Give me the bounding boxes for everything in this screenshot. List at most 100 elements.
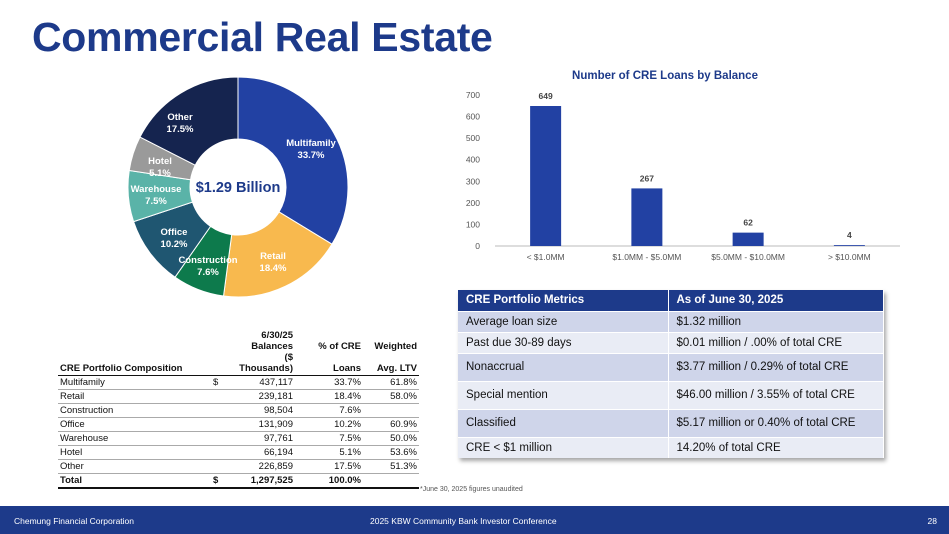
page-title: Commercial Real Estate [32, 14, 493, 60]
donut-label-name: Other [167, 112, 193, 123]
cell-avg-ltv: 58.0% [390, 391, 417, 402]
donut-label-pct: 17.5% [167, 124, 194, 135]
donut-center-total: $1.29 Billion [196, 180, 281, 196]
x-tick-label: $1.0MM - $5.0MM [612, 252, 681, 262]
cell-pct-of-cre: 10.2% [334, 419, 361, 430]
donut-label-name: Office [161, 227, 188, 238]
metrics-row: Special mention $46.00 million / 3.55% of… [458, 380, 884, 409]
y-tick-label: 100 [466, 219, 480, 229]
metrics-header-label: CRE Portfolio Metrics [458, 290, 669, 311]
cell-avg-ltv: 61.8% [390, 377, 417, 388]
metric-label: Past due 30-89 days [458, 331, 669, 353]
cell-pct-of-cre: 5.1% [339, 447, 361, 458]
footnote: *June 30, 2025 figures unaudited [420, 486, 523, 493]
y-tick-label: 200 [466, 198, 480, 208]
cell-balance: 98,504 [263, 405, 293, 416]
cre-portfolio-metrics-table: CRE Portfolio Metrics As of June 30, 202… [458, 290, 884, 458]
y-tick-label: 500 [466, 133, 480, 143]
cell-balance: 239,181 [258, 391, 293, 402]
metric-value: $1.32 million [668, 310, 884, 332]
donut-label-pct: 7.5% [145, 196, 167, 207]
cell-pct-of-cre: 17.5% [334, 461, 361, 472]
cell-dollar-sign: $ [213, 475, 219, 486]
donut-label-pct: 7.6% [197, 267, 219, 278]
cell-avg-ltv: 60.9% [390, 419, 417, 430]
cre-loans-by-balance-bar-chart: Number of CRE Loans by Balance 0 100 200 300… [466, 70, 900, 262]
bar [732, 232, 764, 246]
cell-dollar-sign [211, 432, 229, 446]
donut-segment-multifamily [237, 76, 349, 245]
table-row: Retail 239,181 18.4% 58.0% [58, 390, 419, 404]
cell-balance: 226,859 [258, 461, 293, 472]
bar [631, 188, 663, 246]
y-tick-label: 0 [475, 241, 480, 251]
metric-label: Nonaccrual [458, 352, 669, 381]
donut-segment-retail [222, 211, 333, 298]
cell-avg-ltv: 50.0% [390, 433, 417, 444]
donut-label-pct: 10.2% [161, 239, 188, 250]
col-header-ltv-2: Avg. LTV [363, 352, 419, 376]
metric-label: Classified [458, 408, 669, 437]
cell-avg-ltv [363, 404, 419, 418]
table-row: Warehouse 97,761 7.5% 50.0% [58, 432, 419, 446]
cell-name: Other [60, 461, 84, 472]
table-row: Multifamily $437,117 33.7% 61.8% [58, 376, 419, 390]
col-header-ltv-1: Weighted [374, 341, 417, 352]
metrics-row: Average loan size $1.32 million [458, 310, 884, 332]
y-tick-label: 600 [466, 112, 480, 122]
donut-label-name: Warehouse [131, 184, 182, 195]
cell-name: Multifamily [60, 377, 105, 388]
cell-dollar-sign: $ [213, 377, 219, 388]
cell-balance: 66,194 [263, 447, 293, 458]
metric-label: CRE < $1 million [458, 436, 669, 458]
cre-portfolio-composition-table: 6/30/25 Balances % of CRE Weighted CRE P… [58, 330, 419, 489]
cell-balance: 97,761 [263, 433, 293, 444]
cell-dollar-sign [211, 460, 229, 474]
col-header-composition: CRE Portfolio Composition [58, 352, 211, 376]
table-row: Hotel 66,194 5.1% 53.6% [58, 446, 419, 460]
metrics-row: Classified $5.17 million or 0.40% of tota… [458, 408, 884, 437]
donut-label-name: Multifamily [286, 138, 336, 149]
footer-bar: Chemung Financial Corporation 2025 KBW C… [0, 506, 949, 534]
cell-name: Office [60, 419, 85, 430]
table-row: Office 131,909 10.2% 60.9% [58, 418, 419, 432]
cell-pct-of-cre: 7.5% [339, 433, 361, 444]
metric-label: Special mention [458, 380, 669, 409]
bar-data-label: 649 [539, 91, 553, 101]
donut-label-pct: 5.1% [149, 168, 171, 179]
cell-avg-ltv: 53.6% [390, 447, 417, 458]
x-tick-label: > $10.0MM [828, 252, 871, 262]
donut-label-name: Construction [178, 255, 237, 266]
cell-name: Total [60, 475, 82, 486]
cell-balance: 437,117 [259, 377, 293, 388]
y-tick-label: 400 [466, 155, 480, 165]
metrics-row: Nonaccrual $3.77 million / 0.29% of total… [458, 352, 884, 381]
footer-company: Chemung Financial Corporation [14, 516, 135, 526]
cell-name: Hotel [60, 447, 83, 458]
x-tick-label: < $1.0MM [527, 252, 565, 262]
footer-page-number: 28 [927, 516, 937, 526]
metrics-row: Past due 30-89 days $0.01 million / .00% … [458, 331, 884, 353]
cell-dollar-sign [211, 390, 229, 404]
y-tick-label: 700 [466, 90, 480, 100]
metric-value: $46.00 million / 3.55% of total CRE [668, 380, 884, 409]
metric-label: Average loan size [458, 310, 669, 332]
cell-name: Retail [60, 391, 85, 402]
cell-avg-ltv: 51.3% [390, 461, 417, 472]
x-tick-label: $5.0MM - $10.0MM [711, 252, 785, 262]
cre-composition-donut-chart: Multifamily33.7%Retail18.4%Construction7… [127, 76, 349, 298]
metric-value: $3.77 million / 0.29% of total CRE [668, 352, 884, 381]
donut-label-pct: 18.4% [260, 263, 287, 274]
cell-pct-of-cre: 18.4% [334, 391, 361, 402]
donut-label-name: Hotel [148, 156, 172, 167]
col-header-balances-2: ($ Thousands) [229, 352, 295, 376]
bar-data-label: 4 [847, 230, 852, 240]
cell-pct-of-cre: 7.6% [339, 405, 361, 416]
metrics-header-value: As of June 30, 2025 [668, 290, 884, 311]
table-row: Other 226,859 17.5% 51.3% [58, 460, 419, 474]
table-total-row: Total $1,297,525 100.0% [58, 473, 419, 488]
cell-balance: 1,297,525 [250, 475, 293, 486]
cell-dollar-sign [211, 418, 229, 432]
col-header-pct-2: Loans [295, 352, 363, 376]
bar-chart-title: Number of CRE Loans by Balance [572, 70, 758, 82]
